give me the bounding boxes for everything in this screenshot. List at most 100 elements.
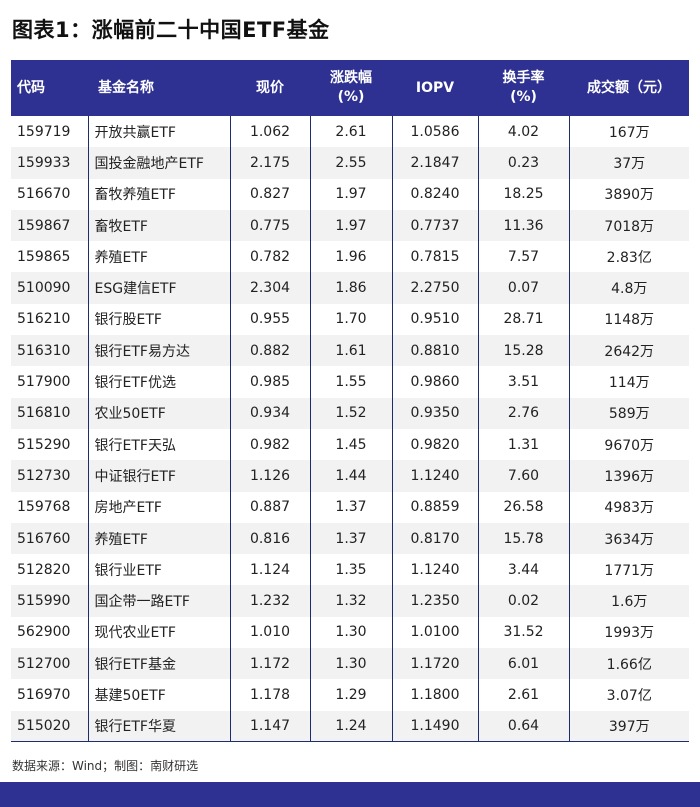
table-row: 159867 畜牧ETF 0.775 1.97 0.7737 11.36 7018万 — [11, 209, 689, 242]
cell-iopv: 0.7737 — [392, 209, 479, 242]
cell-name: 中证银行ETF — [88, 460, 231, 492]
cell-change: 1.45 — [310, 428, 393, 461]
cell-iopv: 1.1240 — [392, 554, 479, 586]
source-note: 数据来源：Wind；制图：南财研选 — [12, 759, 199, 773]
cell-change: 1.97 — [310, 209, 393, 242]
cell-turnover: 11.36 — [478, 209, 570, 242]
cell-code: 512700 — [11, 648, 89, 680]
cell-change: 1.44 — [310, 460, 393, 492]
cell-name: 现代农业ETF — [88, 616, 231, 649]
cell-turnover: 2.61 — [478, 679, 570, 711]
cell-turnover: 6.01 — [478, 648, 570, 680]
header-change-line1: 涨跌幅 — [330, 70, 372, 86]
cell-change: 1.70 — [310, 303, 393, 336]
cell-code: 515990 — [11, 585, 89, 617]
page-title: 图表1：涨幅前二十中国ETF基金 — [12, 18, 330, 42]
table-row: 515990 国企带一路ETF 1.232 1.32 1.2350 0.02 1.6万 — [11, 585, 689, 617]
cell-name: 开放共赢ETF — [88, 116, 231, 148]
cell-iopv: 1.1240 — [392, 460, 479, 492]
cell-name: 农业50ETF — [88, 397, 231, 429]
table-row: 516310 银行ETF易方达 0.882 1.61 0.8810 15.28 2642万 — [11, 335, 689, 367]
cell-change: 1.37 — [310, 522, 393, 555]
table-row: 515290 银行ETF天弘 0.982 1.45 0.9820 1.31 9670万 — [11, 428, 689, 461]
cell-iopv: 1.0100 — [392, 616, 479, 649]
cell-price: 0.882 — [230, 335, 311, 367]
cell-iopv: 1.1800 — [392, 679, 479, 711]
table-row: 159865 养殖ETF 0.782 1.96 0.7815 7.57 2.83亿 — [11, 241, 689, 273]
cell-name: 银行业ETF — [88, 554, 231, 586]
footer-bar — [0, 782, 700, 807]
cell-volume: 1993万 — [604, 625, 655, 642]
header-turnover-line1: 换手率 — [502, 70, 545, 86]
cell-volume: 1.6万 — [569, 585, 689, 617]
cell-turnover: 31.52 — [478, 616, 570, 649]
cell-turnover: 0.07 — [478, 272, 570, 304]
cell-name: 畜牧ETF — [88, 209, 231, 242]
cell-code: 515020 — [11, 710, 89, 743]
cell-volume: 2642万 — [569, 335, 689, 367]
cell-name: 银行ETF优选 — [88, 366, 231, 398]
cell-volume: 7018万 — [569, 209, 689, 242]
cell-code: 512820 — [11, 554, 89, 586]
cell-turnover: 0.64 — [478, 710, 570, 743]
cell-change: 1.29 — [310, 679, 393, 711]
cell-price: 0.887 — [230, 491, 311, 523]
cell-code: 515290 — [11, 428, 89, 461]
cell-iopv: 2.1847 — [392, 147, 479, 179]
table-body: 159719 开放共赢ETF 1.062 2.61 1.0586 4.02 167万 1599… — [11, 116, 689, 743]
cell-change: 1.32 — [310, 585, 393, 617]
table-row: 516810 农业50ETF 0.934 1.52 0.9350 2.76 589万 — [11, 397, 689, 429]
etf-table: 代码 基金名称 现价 涨跌幅 (%) IOPV 换手率 (%) 成交额（元） 1… — [11, 60, 689, 743]
cell-volume: 114万 — [608, 375, 650, 392]
cell-price: 0.782 — [230, 241, 311, 273]
cell-name: 国投金融地产ETF — [88, 147, 231, 179]
table-row: 159719 开放共赢ETF 1.062 2.61 1.0586 4.02 167万 — [11, 116, 689, 148]
cell-change: 1.61 — [310, 335, 393, 367]
cell-iopv: 2.2750 — [392, 272, 479, 304]
cell-code: 516310 — [11, 335, 89, 367]
cell-name: 养殖ETF — [88, 241, 231, 273]
cell-iopv: 1.0586 — [392, 116, 479, 148]
cell-name: 基建50ETF — [88, 679, 231, 711]
cell-change: 2.61 — [310, 116, 393, 148]
cell-turnover: 0.23 — [478, 147, 570, 179]
cell-volume: 37万 — [569, 147, 689, 179]
cell-price: 1.172 — [230, 648, 311, 680]
cell-turnover: 7.57 — [478, 241, 570, 273]
cell-code: 517900 — [11, 366, 89, 398]
cell-change: 1.35 — [310, 554, 393, 586]
table-row: 512820 银行业ETF 1.124 1.35 1.1240 3.44 1771万 — [11, 554, 689, 586]
cell-name: 银行ETF华夏 — [88, 710, 231, 743]
cell-code: 510090 — [11, 272, 89, 304]
table-row: 562900 现代农业ETF 1.010 1.30 1.0100 31.52 1993万 — [11, 616, 689, 649]
cell-iopv: 0.9860 — [392, 366, 479, 398]
cell-turnover: 15.28 — [478, 335, 570, 367]
cell-turnover: 15.78 — [478, 522, 570, 555]
cell-turnover: 0.02 — [478, 585, 570, 617]
cell-price: 0.985 — [230, 366, 311, 398]
cell-volume: 9670万 — [604, 437, 655, 454]
cell-iopv: 0.8240 — [392, 178, 479, 210]
cell-code: 516210 — [11, 303, 89, 336]
cell-price: 2.175 — [230, 147, 311, 179]
cell-change: 1.24 — [310, 710, 393, 743]
cell-change: 2.55 — [310, 147, 393, 179]
cell-price: 0.816 — [230, 522, 311, 555]
cell-code: 159768 — [11, 491, 89, 523]
cell-code: 159719 — [11, 116, 89, 148]
cell-price: 1.178 — [230, 679, 311, 711]
cell-code: 159867 — [11, 209, 89, 242]
cell-iopv: 1.1490 — [392, 710, 479, 743]
cell-code: 159933 — [11, 147, 89, 179]
cell-turnover: 18.25 — [478, 178, 570, 210]
cell-price: 0.827 — [230, 178, 311, 210]
table-row: 512700 银行ETF基金 1.172 1.30 1.1720 6.01 1.66亿 — [11, 648, 689, 680]
cell-iopv: 1.2350 — [392, 585, 479, 617]
cell-price: 0.982 — [230, 428, 311, 461]
cell-change: 1.55 — [310, 366, 393, 398]
cell-volume: 589万 — [569, 397, 689, 429]
cell-change: 1.37 — [310, 491, 393, 523]
cell-price: 0.775 — [230, 209, 311, 242]
cell-turnover: 1.31 — [478, 428, 570, 461]
header-price: 现价 — [230, 60, 310, 116]
